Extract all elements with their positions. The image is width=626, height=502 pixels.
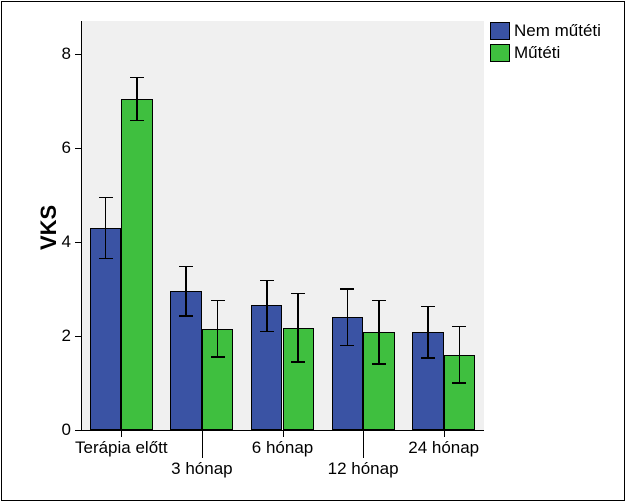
errorbar-stem bbox=[266, 281, 268, 332]
errorbar-cap bbox=[452, 382, 466, 384]
errorbar-cap bbox=[130, 120, 144, 122]
errorbar-cap bbox=[291, 361, 305, 363]
y-axis-label: VKS bbox=[36, 204, 62, 249]
y-axis bbox=[81, 21, 82, 430]
errorbar-cap bbox=[372, 300, 386, 302]
errorbar-cap bbox=[260, 331, 274, 333]
errorbar-stem bbox=[347, 289, 349, 345]
errorbar-cap bbox=[99, 258, 113, 260]
ytick-mark bbox=[75, 54, 81, 55]
xtick-label: Terápia előtt bbox=[75, 438, 168, 458]
xtick-label: 12 hónap bbox=[328, 459, 399, 479]
errorbar-stem bbox=[297, 294, 299, 362]
errorbar-cap bbox=[452, 326, 466, 328]
legend: Nem műtétiMűtéti bbox=[490, 20, 601, 64]
xtick-label: 3 hónap bbox=[171, 459, 232, 479]
ytick-mark bbox=[75, 148, 81, 149]
legend-swatch bbox=[490, 22, 510, 40]
errorbar-stem bbox=[378, 301, 380, 364]
errorbar-cap bbox=[211, 300, 225, 302]
errorbar-cap bbox=[260, 280, 274, 282]
errorbar-stem bbox=[217, 301, 219, 357]
xtick-mark bbox=[202, 430, 203, 458]
legend-item: Műtéti bbox=[490, 42, 601, 64]
xtick-mark bbox=[363, 430, 364, 458]
xtick-mark bbox=[444, 430, 445, 437]
errorbar-cap bbox=[340, 288, 354, 290]
errorbar-cap bbox=[130, 77, 144, 79]
errorbar-stem bbox=[459, 327, 461, 383]
errorbar-cap bbox=[179, 315, 193, 317]
errorbar-cap bbox=[421, 306, 435, 308]
ytick-mark bbox=[75, 336, 81, 337]
errorbar-stem bbox=[136, 77, 138, 120]
xtick-label: 6 hónap bbox=[252, 438, 313, 458]
legend-label: Nem műtéti bbox=[514, 21, 601, 41]
errorbar-cap bbox=[421, 357, 435, 359]
legend-item: Nem műtéti bbox=[490, 20, 601, 42]
errorbar-stem bbox=[185, 266, 187, 316]
legend-swatch bbox=[490, 44, 510, 62]
ytick-label: 0 bbox=[45, 420, 71, 440]
legend-label: Műtéti bbox=[514, 43, 560, 63]
ytick-mark bbox=[75, 430, 81, 431]
errorbar-cap bbox=[340, 345, 354, 347]
errorbar-cap bbox=[99, 197, 113, 199]
ytick-label: 6 bbox=[45, 138, 71, 158]
errorbar-cap bbox=[179, 266, 193, 268]
xtick-mark bbox=[283, 430, 284, 437]
errorbar-cap bbox=[372, 363, 386, 365]
chart-frame: 02468VKSTerápia előtt3 hónap6 hónap12 hó… bbox=[1, 1, 625, 501]
ytick-label: 8 bbox=[45, 44, 71, 64]
ytick-label: 2 bbox=[45, 326, 71, 346]
errorbar-stem bbox=[427, 306, 429, 358]
ytick-mark bbox=[75, 242, 81, 243]
errorbar-cap bbox=[211, 356, 225, 358]
xtick-mark bbox=[121, 430, 122, 437]
errorbar-cap bbox=[291, 293, 305, 295]
xtick-label: 24 hónap bbox=[408, 438, 479, 458]
errorbar-stem bbox=[105, 197, 107, 258]
bar bbox=[121, 99, 152, 430]
